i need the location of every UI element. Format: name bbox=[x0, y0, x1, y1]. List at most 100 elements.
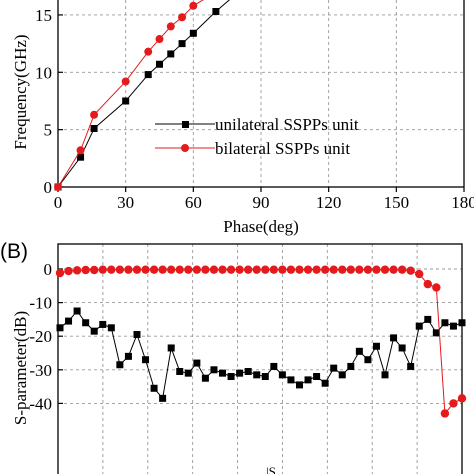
panel-a-y-tick-label: 5 bbox=[44, 121, 53, 140]
panel-b-data-point-circle bbox=[184, 265, 193, 274]
panel-b-data-point-circle bbox=[346, 265, 356, 274]
panel-b-data-point-square bbox=[261, 373, 269, 381]
panel-b-data-point-square bbox=[107, 324, 115, 332]
panel-a-series bbox=[54, 0, 230, 191]
panel-b-label: (B) bbox=[0, 240, 28, 263]
panel-b-data-point-square bbox=[449, 322, 457, 330]
panel-b-ticks: 0 -10 -20 -30 -40 bbox=[29, 260, 63, 413]
panel-b-data-point-square bbox=[355, 347, 363, 355]
panel-b-data-point-square bbox=[390, 334, 398, 342]
panel-b-data-point-circle bbox=[141, 265, 150, 274]
panel-b-data-point-circle bbox=[55, 268, 65, 278]
panel-b-data-point-square bbox=[424, 315, 432, 323]
panel-b-data-point-square bbox=[287, 376, 295, 384]
panel-b-data-point-square bbox=[184, 369, 192, 377]
panel-a-legend: unilateral SSPPs unit bilateral SSPPs un… bbox=[155, 115, 359, 158]
panel-a-data-point-circle bbox=[121, 77, 130, 86]
panel-b-y-axis-title: S-parameter(dB) bbox=[11, 311, 30, 425]
panel-a-data-point-square bbox=[189, 29, 197, 37]
panel-b-data-point-circle bbox=[397, 265, 407, 274]
panel-b-data-point-circle bbox=[355, 265, 364, 274]
panel-a-x-tick-label: 90 bbox=[253, 193, 270, 212]
panel-b-data-point-circle bbox=[449, 399, 458, 408]
panel-b-data-point-square bbox=[210, 366, 218, 374]
panel-b-data-point-circle bbox=[192, 265, 202, 274]
panel-b-data-point-square bbox=[201, 374, 209, 382]
panel-a-data-point-circle bbox=[155, 35, 164, 44]
panel-b-data-point-circle bbox=[363, 265, 373, 274]
panel-b-data-point-circle bbox=[158, 265, 167, 274]
panel-b-data-point-circle bbox=[252, 265, 261, 274]
panel-b-data-point-square bbox=[244, 367, 252, 375]
panel-b-data-point-circle bbox=[124, 265, 133, 274]
panel-b-data-point-square bbox=[56, 324, 64, 332]
panel-a-x-tick-label: 180 bbox=[451, 193, 474, 212]
panel-a-data-point-square bbox=[156, 60, 163, 68]
panel-b-data-point-square bbox=[82, 319, 90, 327]
panel-b-data-point-circle bbox=[261, 265, 270, 274]
panel-b-y-tick-label: 0 bbox=[44, 260, 53, 279]
panel-b-annotation: |S bbox=[266, 464, 276, 474]
panel-a-data-point-circle bbox=[144, 47, 153, 56]
panel-a-x-tick-label: 30 bbox=[117, 193, 134, 212]
panel-b-data-point-circle bbox=[406, 266, 415, 275]
panel-b-data-point-square bbox=[99, 320, 107, 328]
panel-b-data-point-circle bbox=[243, 265, 253, 274]
panel-b-data-point-circle bbox=[295, 265, 304, 274]
panel-a-y-axis-title: Frequency(GHz) bbox=[11, 34, 30, 149]
panel-b-data-point-square bbox=[133, 331, 141, 339]
panel-b-data-point-circle bbox=[338, 265, 347, 274]
panel-b-data-point-circle bbox=[278, 265, 287, 274]
panel-a-data-point-circle bbox=[189, 1, 198, 10]
panel-a-x-tick-label: 150 bbox=[384, 193, 410, 212]
panel-a-data-point-circle bbox=[166, 22, 175, 31]
panel-b-y-tick-label: -20 bbox=[29, 327, 52, 346]
panel-a-x-tick-label: 120 bbox=[316, 193, 342, 212]
panel-b-data-point-square bbox=[364, 356, 372, 364]
panel-b-data-point-square bbox=[142, 356, 150, 364]
legend-bilateral-label: bilateral SSPPs unit bbox=[215, 139, 350, 158]
panel-b-data-point-circle bbox=[269, 265, 279, 274]
panel-b-data-point-square bbox=[338, 371, 346, 379]
panel-a-data-point-square bbox=[77, 153, 85, 161]
panel-b-data-point-circle bbox=[90, 265, 99, 275]
panel-b-data-point-square bbox=[150, 384, 158, 392]
panel-b-frame bbox=[57, 243, 463, 474]
panel-b-data-point-circle bbox=[226, 265, 236, 274]
panel-b-data-point-square bbox=[407, 362, 415, 370]
panel-b-data-point-circle bbox=[166, 265, 176, 274]
panel-b-data-point-circle bbox=[329, 265, 338, 274]
panel-a-y-tick-label: 10 bbox=[35, 63, 52, 82]
panel-b-data-point-square bbox=[73, 307, 81, 315]
panel-b-data-point-square bbox=[236, 369, 244, 377]
panel-b-data-point-circle bbox=[107, 265, 116, 274]
panel-a-data-point-square bbox=[167, 50, 175, 58]
panel-b-data-point-square bbox=[295, 381, 303, 389]
panel-a-series-line-2 bbox=[57, 0, 204, 188]
panel-b-data-point-square bbox=[313, 373, 321, 381]
panel-b-data-point-circle bbox=[115, 265, 125, 274]
panel-b-data-point-circle bbox=[380, 265, 390, 274]
panel-b-y-tick-label: -10 bbox=[29, 294, 52, 313]
panel-b-data-point-circle bbox=[457, 394, 467, 403]
panel-a-data-point-circle bbox=[90, 110, 99, 119]
panel-b-data-point-circle bbox=[312, 265, 321, 274]
panel-a-y-tick-label: 0 bbox=[44, 178, 53, 197]
panel-b-data-point-circle bbox=[209, 265, 219, 274]
panel-b-data-point-square bbox=[227, 373, 235, 381]
panel-b-data-point-circle bbox=[149, 265, 159, 274]
panel-b-data-point-square bbox=[159, 394, 167, 402]
panel-a-y-tick-label: 15 bbox=[35, 6, 52, 25]
panel-b-series bbox=[55, 265, 467, 418]
panel-a-data-point-square bbox=[212, 8, 220, 15]
legend-bilateral-marker bbox=[181, 144, 189, 152]
panel-b-data-point-square bbox=[330, 364, 338, 372]
panel-b-data-point-square bbox=[441, 319, 449, 327]
panel-b-data-point-square bbox=[381, 371, 389, 379]
panel-b-data-point-square bbox=[167, 344, 175, 352]
panel-a-x-tick-label: 60 bbox=[185, 193, 202, 212]
legend-unilateral-marker bbox=[182, 121, 189, 128]
panel-b-data-point-circle bbox=[175, 265, 184, 274]
panel-b-data-point-circle bbox=[235, 265, 244, 274]
